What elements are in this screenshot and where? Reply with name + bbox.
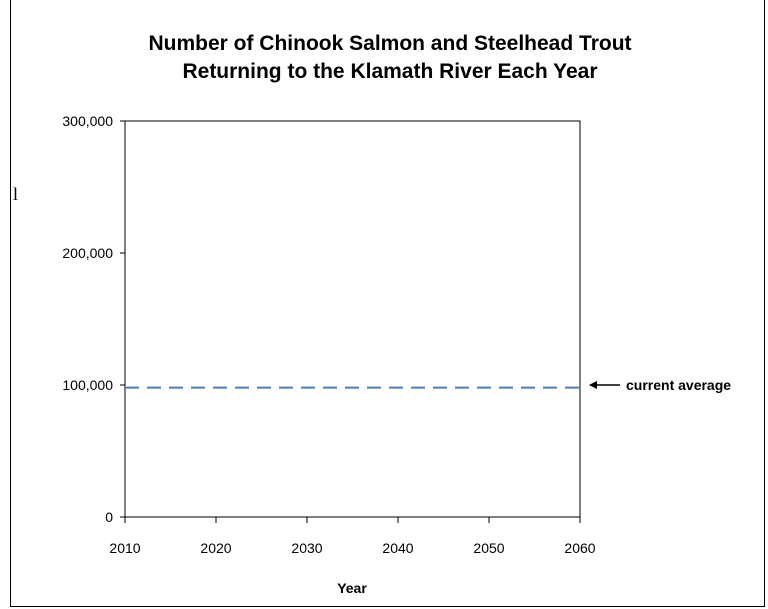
annotation-arrow-head bbox=[589, 381, 597, 389]
y-axis: 0 100,000 200,000 300,000 bbox=[62, 113, 125, 525]
x-tick-label: 2030 bbox=[291, 540, 322, 556]
x-axis-title: Year bbox=[337, 580, 367, 596]
chart-frame bbox=[10, 0, 765, 607]
annotation-label: current average bbox=[626, 377, 731, 393]
x-tick-label: 2060 bbox=[564, 540, 595, 556]
y-tick-label: 300,000 bbox=[62, 113, 113, 129]
x-tick-label: 2020 bbox=[200, 540, 231, 556]
x-tick-label: 2050 bbox=[473, 540, 504, 556]
x-tick-label: 2010 bbox=[109, 540, 140, 556]
chart-title-line-2: Returning to the Klamath River Each Year bbox=[182, 60, 597, 83]
y-tick-label: 0 bbox=[105, 509, 113, 525]
y-tick-label: 100,000 bbox=[62, 377, 113, 393]
stray-mark: l bbox=[13, 184, 18, 204]
current-average-annotation: current average bbox=[589, 377, 731, 393]
x-tick-label: 2040 bbox=[382, 540, 413, 556]
plot-area bbox=[124, 120, 581, 518]
x-axis: 2010 2020 2030 2040 2050 2060 bbox=[109, 517, 596, 556]
chart-title-line-1: Number of Chinook Salmon and Steelhead T… bbox=[148, 32, 631, 55]
y-tick-label: 200,000 bbox=[62, 245, 113, 261]
